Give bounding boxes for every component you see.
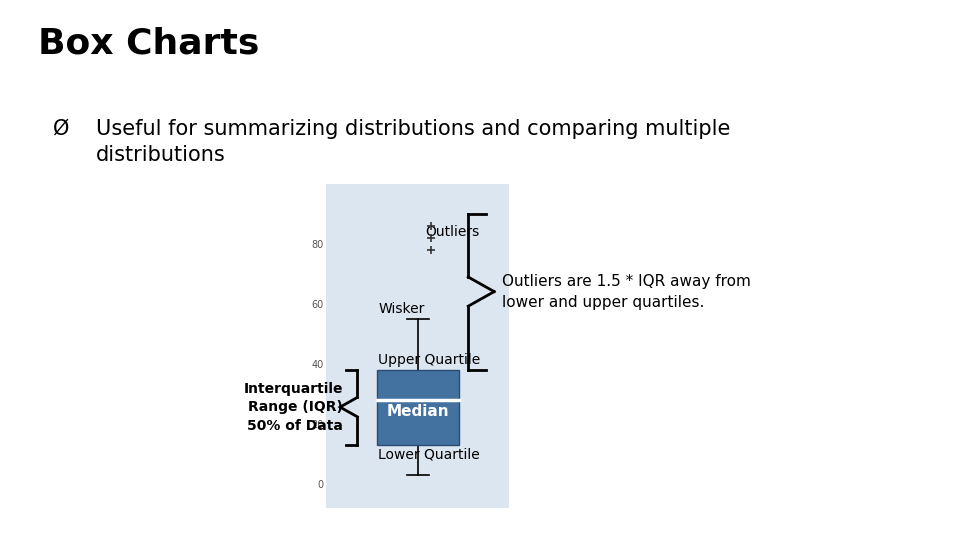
Text: Wisker: Wisker	[378, 302, 424, 315]
Text: Useful for summarizing distributions and comparing multiple
distributions: Useful for summarizing distributions and…	[96, 119, 731, 165]
Bar	[376, 369, 459, 444]
Text: Lower Quartile: Lower Quartile	[378, 448, 480, 462]
Text: Outliers: Outliers	[425, 225, 479, 239]
Text: Outliers are 1.5 * IQR away from
lower and upper quartiles.: Outliers are 1.5 * IQR away from lower a…	[502, 274, 751, 309]
Text: Ø: Ø	[53, 119, 69, 139]
Text: Upper Quartile: Upper Quartile	[378, 353, 481, 367]
Text: Median: Median	[386, 404, 449, 419]
Text: Interquartile
Range (IQR)
50% of Data: Interquartile Range (IQR) 50% of Data	[244, 382, 343, 433]
Text: Box Charts: Box Charts	[38, 27, 260, 61]
